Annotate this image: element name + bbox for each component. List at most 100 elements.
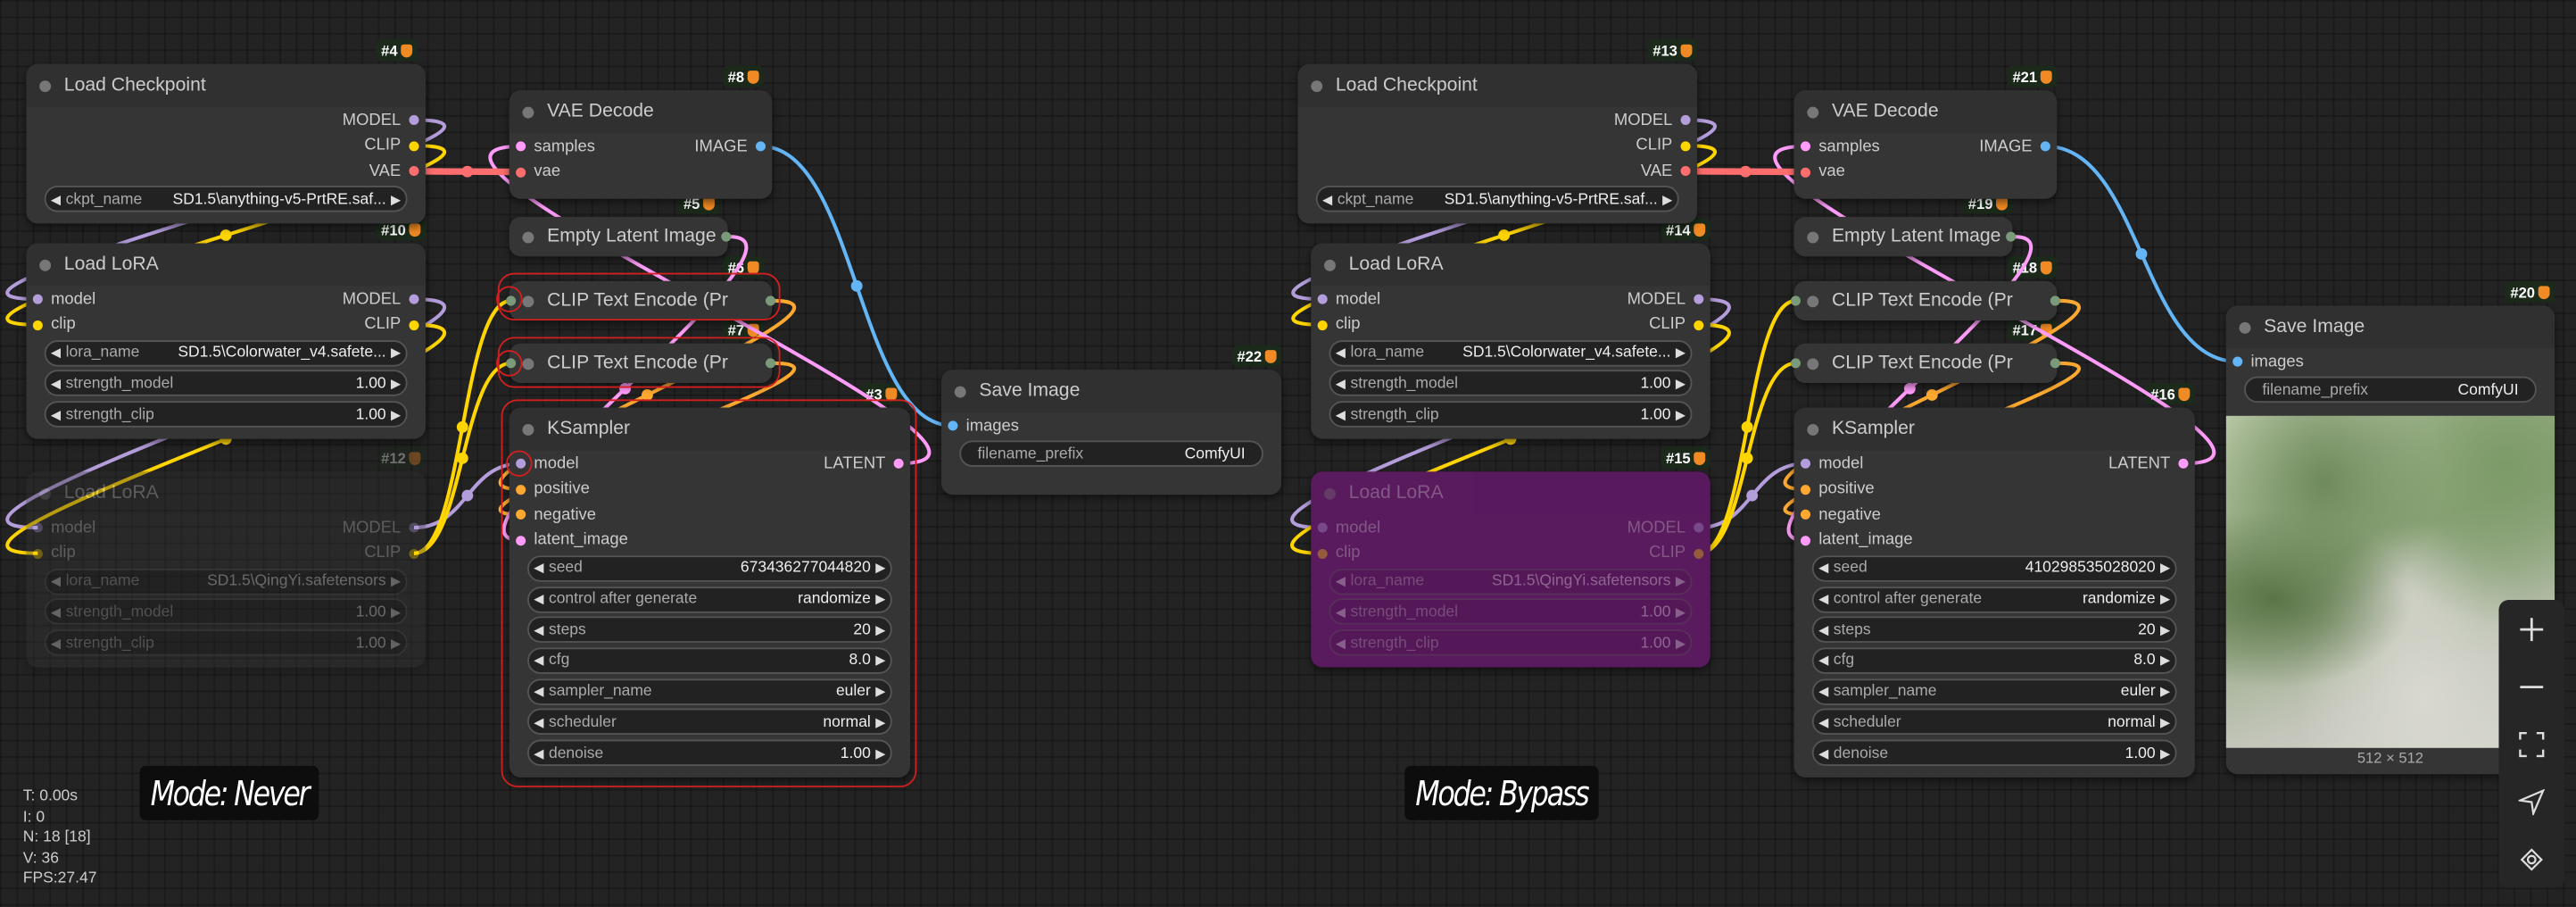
node-title-bar[interactable]: Empty Latent Image	[509, 217, 728, 257]
increment-arrow-icon[interactable]: ▶	[391, 635, 402, 651]
widget-lora-name[interactable]: ◀ lora_name SD1.5\QingYi.safetensors ▶	[1329, 568, 1693, 595]
input-slot-latent-image[interactable]: latent_image	[516, 530, 628, 550]
output-slot-model[interactable]: MODEL	[343, 518, 419, 537]
widget-filename-prefix[interactable]: filename_prefix ComfyUI	[2244, 376, 2537, 404]
widget-strength-clip[interactable]: ◀ strength_clip 1.00 ▶	[44, 401, 408, 428]
input-slot-clip[interactable]: clip	[1317, 544, 1361, 563]
collapse-toggle-icon[interactable]	[522, 295, 534, 307]
output-slot-clip[interactable]: CLIP	[1649, 544, 1704, 563]
output-slot-clip[interactable]: CLIP	[364, 544, 419, 563]
decrement-arrow-icon[interactable]: ◀	[1335, 604, 1346, 620]
increment-arrow-icon[interactable]: ▶	[875, 622, 886, 637]
node-title-bar[interactable]: CLIP Text Encode (Pr	[509, 343, 773, 383]
output-slot-model[interactable]: MODEL	[343, 110, 419, 129]
decrement-arrow-icon[interactable]: ◀	[534, 714, 544, 730]
input-slot-vae[interactable]: vae	[516, 162, 560, 182]
node-ksampler[interactable]: KSampler model positive negative latent_imag…	[509, 407, 911, 778]
collapse-toggle-icon[interactable]	[1807, 105, 1819, 118]
collapse-toggle-icon[interactable]	[1807, 423, 1819, 435]
widget-cfg[interactable]: ◀ cfg 8.0 ▶	[1811, 647, 2177, 674]
decrement-arrow-icon[interactable]: ◀	[1335, 573, 1346, 589]
node-save-image[interactable]: Save Image images filename_prefix ComfyUI 51…	[2225, 305, 2555, 775]
input-slot-vae[interactable]: vae	[1800, 162, 1845, 182]
output-slot-model[interactable]: MODEL	[1628, 289, 1704, 309]
output-slot-clip[interactable]: CLIP	[364, 315, 419, 335]
wire-midpoint-handle[interactable]	[1746, 489, 1759, 502]
decrement-arrow-icon[interactable]: ◀	[534, 591, 544, 607]
node-title-bar[interactable]: Load LoRA	[26, 243, 426, 287]
widget-scheduler[interactable]: ◀ scheduler normal ▶	[527, 709, 892, 736]
widget-steps[interactable]: ◀ steps 20 ▶	[527, 616, 892, 644]
output-pin-icon[interactable]	[2040, 141, 2050, 152]
increment-arrow-icon[interactable]: ▶	[875, 591, 886, 607]
widget-steps[interactable]: ◀ steps 20 ▶	[1811, 616, 2177, 644]
decrement-arrow-icon[interactable]: ◀	[50, 573, 62, 589]
node-title-bar[interactable]: KSampler	[509, 407, 911, 451]
output-pin-icon[interactable]	[409, 166, 419, 177]
input-pin-icon[interactable]	[1800, 484, 1811, 495]
node-ksampler[interactable]: KSampler model positive negative latent_imag…	[1793, 407, 2195, 778]
input-pin-icon[interactable]	[1800, 167, 1811, 178]
node-title-bar[interactable]: Save Image	[2225, 305, 2555, 349]
node-title-bar[interactable]: CLIP Text Encode (Pr	[1793, 343, 2058, 383]
node-load-checkpoint[interactable]: Load Checkpoint MODEL CLIP VAE ◀ ckpt_name SD1…	[1297, 63, 1697, 224]
increment-arrow-icon[interactable]: ▶	[1662, 191, 1673, 207]
node-load-lora[interactable]: Load LoRA model clip MODEL CLIP ◀ lora_name SD1…	[1311, 243, 1710, 439]
output-slot-clip[interactable]: CLIP	[1636, 136, 1691, 155]
output-pin-icon[interactable]	[1680, 140, 1691, 151]
output-pin-icon[interactable]	[409, 140, 419, 151]
input-pin-icon[interactable]	[516, 458, 526, 469]
decrement-arrow-icon[interactable]: ◀	[1818, 653, 1829, 669]
input-pin-icon[interactable]	[516, 484, 526, 495]
decrement-arrow-icon[interactable]: ◀	[1335, 376, 1346, 391]
output-pin-icon[interactable]	[2050, 295, 2060, 306]
decrement-arrow-icon[interactable]: ◀	[1335, 345, 1346, 361]
increment-arrow-icon[interactable]: ▶	[1675, 345, 1686, 361]
output-pin-icon[interactable]	[721, 231, 732, 242]
wire-midpoint-handle[interactable]	[1741, 452, 1753, 464]
input-slot-latent-image[interactable]: latent_image	[1800, 530, 1913, 550]
increment-arrow-icon[interactable]: ▶	[875, 653, 886, 669]
input-pin-icon[interactable]	[2232, 356, 2243, 367]
collapse-toggle-icon[interactable]	[1311, 79, 1323, 92]
increment-arrow-icon[interactable]: ▶	[391, 604, 402, 620]
increment-arrow-icon[interactable]: ▶	[2160, 622, 2171, 637]
decrement-arrow-icon[interactable]: ◀	[534, 653, 544, 669]
output-pin-icon[interactable]	[2178, 458, 2189, 469]
input-slot-model[interactable]: model	[1317, 289, 1380, 309]
collapse-toggle-icon[interactable]	[1807, 357, 1819, 370]
input-pin-icon[interactable]	[1800, 510, 1811, 520]
output-slot-vae[interactable]: VAE	[1641, 162, 1691, 181]
output-slot-image[interactable]: IMAGE	[694, 137, 766, 156]
increment-arrow-icon[interactable]: ▶	[2160, 684, 2171, 699]
node-title-bar[interactable]: VAE Decode	[509, 90, 773, 134]
widget-lora-name[interactable]: ◀ lora_name SD1.5\QingYi.safetensors ▶	[44, 568, 408, 595]
output-pin-icon[interactable]	[2050, 358, 2060, 369]
wire-midpoint-handle[interactable]	[2135, 248, 2148, 260]
increment-arrow-icon[interactable]: ▶	[391, 191, 402, 207]
wire-midpoint-handle[interactable]	[619, 382, 632, 395]
collapse-toggle-icon[interactable]	[1807, 230, 1819, 243]
node-clip-text-encode-pr[interactable]: CLIP Text Encode (Pr	[1790, 343, 2060, 383]
decrement-arrow-icon[interactable]: ◀	[1335, 406, 1346, 422]
wire-midpoint-handle[interactable]	[1926, 388, 1938, 401]
widget-denoise[interactable]: ◀ denoise 1.00 ▶	[527, 739, 892, 766]
node-clip-text-encode-pr[interactable]: CLIP Text Encode (Pr	[506, 343, 776, 383]
increment-arrow-icon[interactable]: ▶	[391, 345, 402, 361]
input-slot-clip[interactable]: clip	[32, 544, 76, 563]
output-slot-vae[interactable]: VAE	[369, 162, 419, 181]
output-pin-icon[interactable]	[893, 458, 904, 469]
widget-strength-clip[interactable]: ◀ strength_clip 1.00 ▶	[1329, 629, 1693, 656]
decrement-arrow-icon[interactable]: ◀	[1818, 714, 1829, 730]
increment-arrow-icon[interactable]: ▶	[1675, 604, 1686, 620]
decrement-arrow-icon[interactable]: ◀	[1818, 591, 1829, 607]
widget-strength-clip[interactable]: ◀ strength_clip 1.00 ▶	[1329, 401, 1693, 428]
collapse-toggle-icon[interactable]	[1324, 258, 1336, 270]
increment-arrow-icon[interactable]: ▶	[875, 561, 886, 576]
decrement-arrow-icon[interactable]: ◀	[50, 345, 62, 361]
wire-midpoint-handle[interactable]	[461, 165, 474, 178]
output-pin-icon[interactable]	[409, 522, 419, 533]
increment-arrow-icon[interactable]: ▶	[391, 406, 402, 422]
node-empty-latent-image[interactable]: Empty Latent Image	[509, 217, 732, 257]
output-pin-icon[interactable]	[409, 114, 419, 125]
